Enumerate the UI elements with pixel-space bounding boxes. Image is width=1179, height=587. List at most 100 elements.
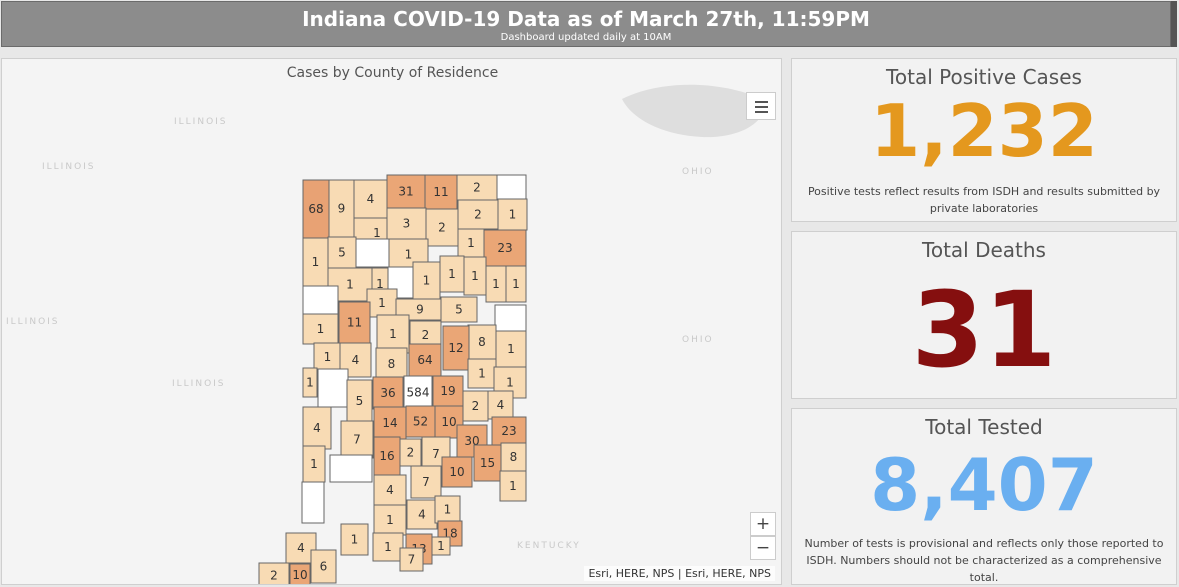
county-region[interactable] bbox=[441, 456, 473, 488]
county-case-label: 5 bbox=[338, 246, 346, 260]
county-case-label: 1 bbox=[317, 322, 325, 336]
state-label-ohio: OHIO bbox=[682, 167, 714, 177]
county-region[interactable] bbox=[495, 330, 527, 368]
county-case-label: 10 bbox=[441, 415, 456, 429]
county-case-label: 2 bbox=[422, 328, 430, 342]
county-case-label: 1 bbox=[373, 226, 381, 240]
county-region[interactable] bbox=[375, 347, 408, 381]
county-region[interactable] bbox=[329, 454, 373, 483]
county-case-label: 9 bbox=[338, 202, 346, 216]
county-region[interactable] bbox=[353, 179, 388, 219]
county-case-label: 64 bbox=[417, 353, 432, 367]
county-region[interactable] bbox=[302, 237, 329, 287]
county-case-label: 1 bbox=[512, 277, 520, 291]
zoom-out-button[interactable]: − bbox=[750, 536, 776, 560]
county-case-label: 1 bbox=[467, 236, 475, 250]
county-case-label: 6 bbox=[320, 560, 328, 574]
county-region[interactable] bbox=[457, 199, 499, 230]
county-case-label: 11 bbox=[433, 185, 448, 199]
county-region[interactable] bbox=[467, 358, 497, 389]
county-case-label: 11 bbox=[347, 316, 362, 330]
county-region[interactable] bbox=[372, 376, 404, 410]
county-case-label: 7 bbox=[408, 553, 416, 567]
county-region[interactable] bbox=[301, 481, 325, 524]
dashboard-header: Indiana COVID-19 Data as of March 27th, … bbox=[1, 1, 1171, 47]
county-case-label: 1 bbox=[376, 277, 384, 291]
county-region[interactable] bbox=[258, 562, 290, 585]
county-region[interactable] bbox=[505, 265, 527, 303]
county-case-label: 7 bbox=[353, 433, 361, 447]
county-region[interactable] bbox=[496, 174, 527, 200]
county-region[interactable] bbox=[456, 174, 498, 201]
county-region[interactable] bbox=[317, 368, 349, 408]
legend-toggle-button[interactable] bbox=[746, 92, 776, 120]
county-region[interactable] bbox=[439, 255, 465, 293]
county-case-label: 10 bbox=[292, 568, 307, 582]
county-region[interactable] bbox=[302, 406, 332, 450]
county-region[interactable] bbox=[373, 406, 407, 440]
county-case-label: 12 bbox=[448, 341, 463, 355]
county-case-label: 52 bbox=[413, 415, 428, 429]
county-case-label: 8 bbox=[510, 450, 518, 464]
county-region[interactable] bbox=[487, 390, 514, 420]
map-attribution: Esri, HERE, NPS | Esri, HERE, NPS bbox=[584, 566, 775, 581]
county-region[interactable] bbox=[302, 313, 339, 345]
county-case-label: 1 bbox=[386, 513, 394, 527]
county-case-label: 1 bbox=[478, 367, 486, 381]
state-label-illinois: ILLINOIS bbox=[42, 162, 96, 172]
county-case-label: 8 bbox=[478, 335, 486, 349]
county-region[interactable] bbox=[289, 563, 311, 585]
county-region[interactable] bbox=[499, 470, 527, 502]
county-region[interactable] bbox=[491, 416, 527, 446]
page-scrollbar[interactable] bbox=[1171, 1, 1177, 47]
county-region[interactable] bbox=[340, 523, 369, 556]
county-case-label: 4 bbox=[418, 508, 426, 522]
county-case-label: 1 bbox=[324, 350, 332, 364]
county-region[interactable] bbox=[494, 304, 527, 334]
county-region[interactable] bbox=[373, 436, 401, 476]
county-case-label: 2 bbox=[438, 221, 446, 235]
county-region[interactable] bbox=[355, 238, 390, 268]
county-region[interactable] bbox=[410, 465, 442, 499]
county-region[interactable] bbox=[442, 325, 470, 371]
map-panel[interactable]: Cases by County of Residence ILLINOIS IL… bbox=[1, 58, 782, 585]
county-case-label: 1 bbox=[310, 457, 318, 471]
county-region[interactable] bbox=[302, 179, 330, 239]
total-tested-card: Total Tested 8,407 Number of tests is pr… bbox=[791, 408, 1177, 585]
county-case-label: 1 bbox=[509, 208, 517, 222]
county-region[interactable] bbox=[376, 314, 410, 354]
county-region[interactable] bbox=[302, 285, 339, 315]
zoom-in-button[interactable]: + bbox=[750, 512, 776, 536]
county-case-label: 1 bbox=[405, 248, 413, 262]
dashboard-title: Indiana COVID-19 Data as of March 27th, … bbox=[302, 7, 870, 31]
county-region[interactable] bbox=[310, 549, 337, 584]
county-case-label: 1 bbox=[423, 274, 431, 288]
county-region[interactable] bbox=[302, 367, 318, 398]
county-region[interactable] bbox=[500, 442, 527, 472]
county-case-label: 4 bbox=[497, 398, 505, 412]
county-case-label: 19 bbox=[440, 384, 455, 398]
county-case-label: 584 bbox=[407, 386, 430, 400]
county-region[interactable] bbox=[346, 379, 373, 423]
county-case-label: 2 bbox=[474, 208, 482, 222]
county-region[interactable] bbox=[497, 198, 528, 231]
county-case-label: 31 bbox=[398, 185, 413, 199]
county-region[interactable] bbox=[373, 474, 407, 506]
county-region[interactable] bbox=[406, 499, 438, 530]
county-region[interactable] bbox=[386, 174, 426, 209]
county-region[interactable] bbox=[403, 375, 433, 410]
county-region[interactable] bbox=[408, 343, 442, 377]
county-case-label: 68 bbox=[308, 202, 323, 216]
county-region[interactable] bbox=[440, 296, 478, 323]
county-region[interactable] bbox=[467, 324, 497, 360]
county-region[interactable] bbox=[483, 229, 527, 267]
total-deaths-title: Total Deaths bbox=[922, 238, 1046, 262]
county-region[interactable] bbox=[372, 532, 404, 562]
total-positive-value: 1,232 bbox=[870, 89, 1098, 173]
county-region[interactable] bbox=[399, 547, 424, 572]
county-case-label: 4 bbox=[386, 483, 394, 497]
county-region[interactable] bbox=[462, 390, 489, 422]
total-positive-card: Total Positive Cases 1,232 Positive test… bbox=[791, 58, 1177, 222]
county-region[interactable] bbox=[473, 444, 502, 482]
